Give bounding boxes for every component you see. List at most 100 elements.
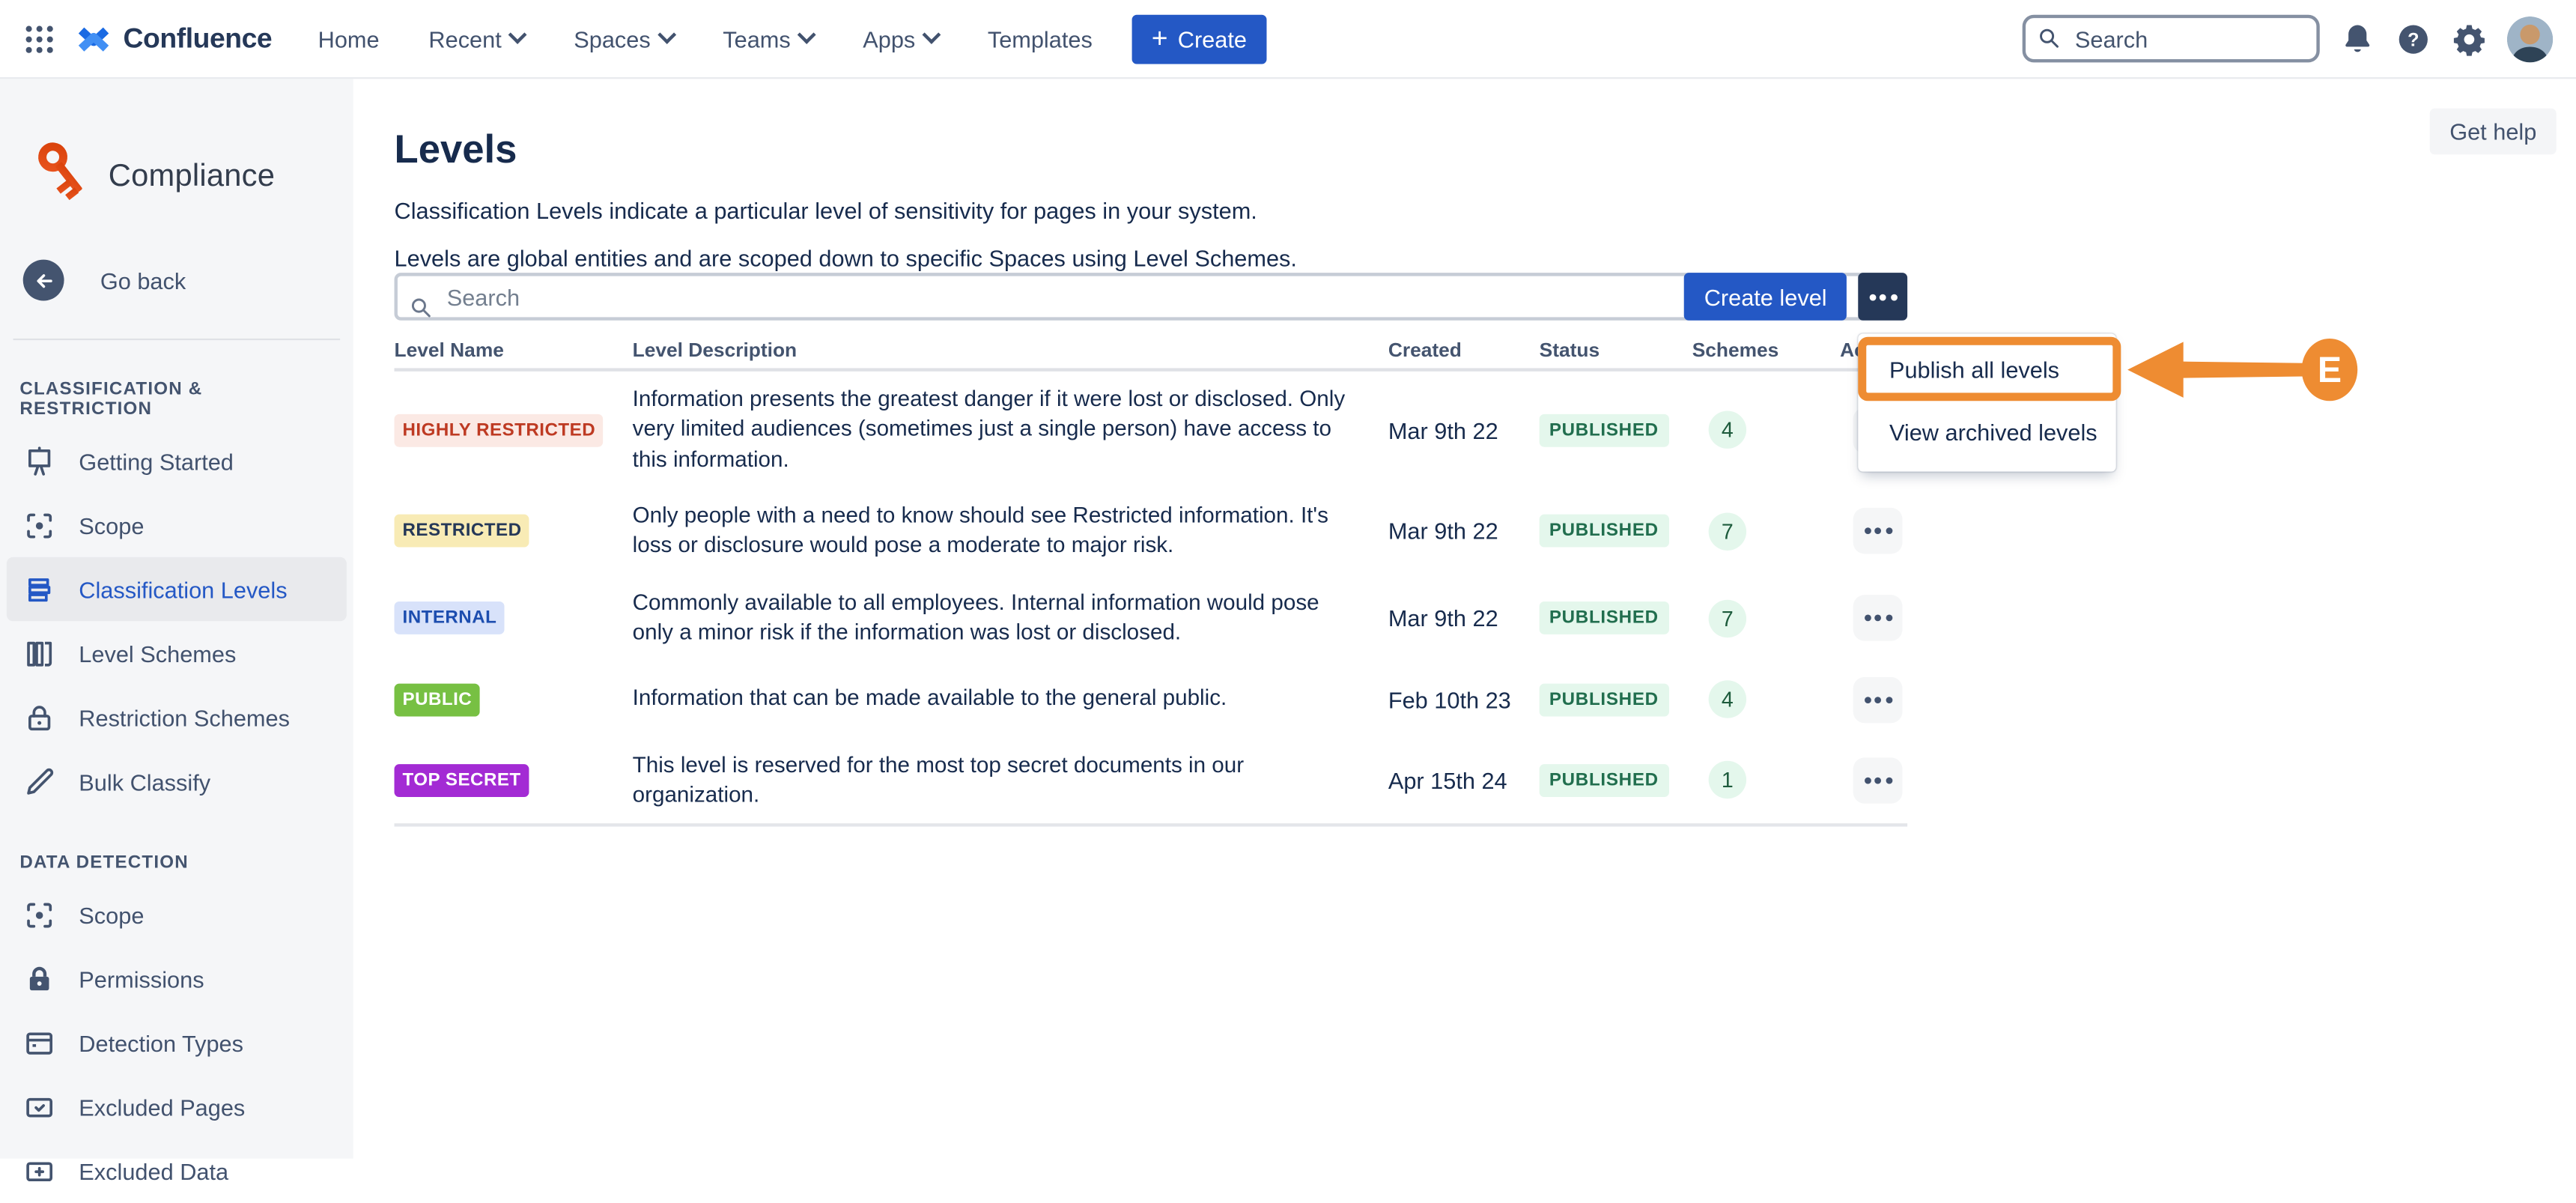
sidebar-item-scope[interactable]: Scope xyxy=(7,493,347,557)
row-actions-button[interactable] xyxy=(1853,676,1903,723)
schemes-count-badge: 4 xyxy=(1708,680,1747,718)
sidebar-item-excluded-pages[interactable]: Excluded Pages xyxy=(7,1075,347,1139)
status-badge: PUBLISHED xyxy=(1539,602,1668,635)
confluence-logo[interactable]: Confluence xyxy=(74,19,273,58)
nav-item-recent[interactable]: Recent xyxy=(428,24,528,52)
top-navigation: Confluence Home Recent Spaces Teams Apps Temp… xyxy=(0,0,2576,79)
sidebar-item-classification-levels[interactable]: Classification Levels xyxy=(6,557,347,622)
created-cell: Mar 9th 22 xyxy=(1388,518,1498,545)
nav-item-templates[interactable]: Templates xyxy=(988,25,1093,52)
column-header-created: Created xyxy=(1388,338,1462,362)
nav-item-label: Spaces xyxy=(574,25,651,52)
levels-search-input[interactable] xyxy=(394,273,1908,321)
level-description-cell: Information presents the greatest danger… xyxy=(632,386,1346,472)
level-description-cell: Information that can be made available t… xyxy=(632,685,1227,711)
sidebar-item-label: Scope xyxy=(79,512,145,539)
created-cell: Mar 9th 22 xyxy=(1388,416,1498,443)
sidebar-item-label: Permissions xyxy=(79,965,204,993)
sidebar-item-restriction-schemes[interactable]: Restriction Schemes xyxy=(7,685,347,750)
sidebar-item-excluded-data[interactable]: Excluded Data xyxy=(7,1139,347,1203)
chevron-down-icon xyxy=(657,24,677,43)
nav-item-home[interactable]: Home xyxy=(318,25,380,52)
actions-cell xyxy=(1840,676,1907,723)
status-cell: PUBLISHED xyxy=(1539,413,1692,446)
nav-item-spaces[interactable]: Spaces xyxy=(574,24,677,52)
sidebar-item-detection-types[interactable]: Detection Types xyxy=(7,1010,347,1075)
create-level-button[interactable]: Create level xyxy=(1684,273,1847,321)
confluence-wordmark: Confluence xyxy=(123,22,273,54)
create-button[interactable]: + Create xyxy=(1131,13,1267,64)
more-actions-button[interactable] xyxy=(1858,273,1908,321)
level-name-cell: INTERNAL xyxy=(394,602,633,635)
level-name-badge: PUBLIC xyxy=(394,682,481,716)
notifications-icon[interactable] xyxy=(2339,20,2375,56)
level-name-badge: RESTRICTED xyxy=(394,515,530,548)
primary-nav: Home Recent Spaces Teams Apps Templates xyxy=(318,24,1093,52)
menu-item-view-archived-levels[interactable]: View archived levels xyxy=(1889,419,2097,446)
actions-cell xyxy=(1840,595,1907,641)
settings-icon[interactable] xyxy=(2451,20,2487,56)
nav-item-label: Home xyxy=(318,25,380,52)
nav-item-teams[interactable]: Teams xyxy=(723,24,817,52)
level-name-cell: RESTRICTED xyxy=(394,515,633,548)
actions-cell xyxy=(1840,757,1907,804)
sidebar-item-permissions[interactable]: Permissions xyxy=(7,947,347,1011)
app-switcher-icon[interactable] xyxy=(22,20,58,56)
sidebar-item-level-schemes[interactable]: Level Schemes xyxy=(7,621,347,685)
confluence-mark-icon xyxy=(74,19,114,58)
created-cell: Mar 9th 22 xyxy=(1388,604,1498,631)
page-description-1: Classification Levels indicate a particu… xyxy=(394,197,1257,224)
topnav-right: ? xyxy=(2022,14,2554,63)
get-help-button[interactable]: Get help xyxy=(2429,108,2557,155)
nav-item-label: Teams xyxy=(723,25,791,52)
levels-icon xyxy=(23,573,56,606)
actions-cell xyxy=(1840,508,1907,555)
go-back-label: Go back xyxy=(100,267,186,294)
page-description-2: Levels are global entities and are scope… xyxy=(394,244,1297,271)
sidebar-item-label: Excluded Pages xyxy=(79,1094,246,1121)
created-cell: Feb 10th 23 xyxy=(1388,685,1511,713)
sidebar-item-label: Scope xyxy=(79,901,145,928)
status-cell: PUBLISHED xyxy=(1539,763,1692,797)
table-header-row: Level Name Level Description Created Status… xyxy=(394,336,1913,372)
compliance-logo: Compliance xyxy=(0,79,353,220)
schemes-count-badge: 7 xyxy=(1708,599,1747,637)
sidebar-item-bulk-classify[interactable]: Bulk Classify xyxy=(7,749,347,813)
level-name-cell: PUBLIC xyxy=(394,682,633,716)
sidebar-item-label: Classification Levels xyxy=(79,575,288,603)
level-name-badge: TOP SECRET xyxy=(394,763,529,797)
sidebar-item-scope[interactable]: Scope xyxy=(7,882,347,947)
table-row: INTERNAL Commonly available to all employ… xyxy=(394,575,1908,661)
avatar[interactable] xyxy=(2506,15,2554,62)
status-badge: PUBLISHED xyxy=(1539,682,1668,716)
row-actions-button[interactable] xyxy=(1853,595,1903,641)
level-name-cell: TOP SECRET xyxy=(394,763,633,797)
scope-icon xyxy=(23,898,56,931)
schemes-cell: 1 xyxy=(1692,761,1840,800)
schemes-count-badge: 1 xyxy=(1708,761,1747,800)
level-name-badge: INTERNAL xyxy=(394,602,505,635)
pencil-icon xyxy=(23,765,56,798)
search-icon xyxy=(407,294,434,320)
menu-item-publish-all-levels[interactable]: Publish all levels xyxy=(1889,357,2060,384)
nav-item-label: Templates xyxy=(987,25,1093,52)
nav-item-apps[interactable]: Apps xyxy=(863,24,941,52)
nav-item-label: Apps xyxy=(863,25,916,52)
plus-icon: + xyxy=(1151,22,1168,54)
level-description-cell: Commonly available to all employees. Int… xyxy=(632,590,1319,645)
sidebar-item-label: Getting Started xyxy=(79,447,234,474)
go-back-button[interactable]: Go back xyxy=(22,259,353,301)
key-icon xyxy=(33,135,99,220)
sidebar-divider xyxy=(13,338,341,341)
help-icon[interactable]: ? xyxy=(2396,20,2431,56)
toolbar-actions: Create level xyxy=(1684,273,1908,321)
schemes-cell: 7 xyxy=(1692,599,1840,637)
sidebar-item-getting-started[interactable]: Getting Started xyxy=(7,429,347,494)
page-title: Levels xyxy=(394,128,517,173)
row-actions-button[interactable] xyxy=(1853,757,1903,804)
sidebar-section-title: CLASSIFICATION & RESTRICTION xyxy=(19,379,203,419)
level-name-badge: HIGHLY RESTRICTED xyxy=(394,413,604,446)
row-actions-button[interactable] xyxy=(1853,508,1903,555)
global-search-input[interactable] xyxy=(2022,14,2320,63)
